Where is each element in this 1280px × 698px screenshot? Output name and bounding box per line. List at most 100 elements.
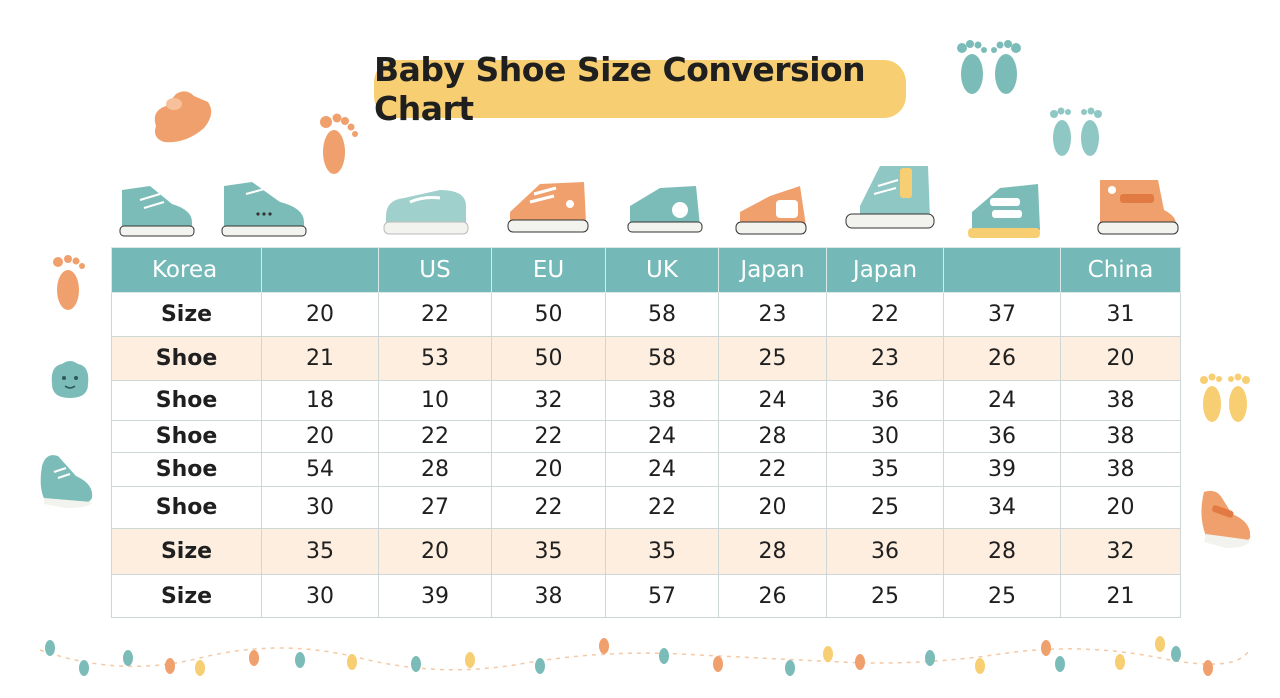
orange-sneaker-icon (507, 182, 589, 233)
teal-sneaker-icon (119, 186, 195, 237)
teal-velcro-shoe-icon (968, 184, 1040, 238)
table-cell: 20 (491, 452, 606, 487)
table-cell: 26 (943, 336, 1061, 381)
teal-footprint-icon (957, 40, 1021, 94)
orange-footprint-icon (320, 113, 358, 174)
table-cell: 32 (1060, 528, 1181, 575)
footprint-trail (39, 636, 1251, 676)
orange-footprint-icon (53, 255, 85, 310)
table-cell: 10 (378, 380, 492, 421)
teal-hightop-icon (845, 166, 935, 229)
column-header: Japan (718, 247, 827, 293)
yellow-footprint-icon (1200, 373, 1250, 422)
table-cell: 50 (491, 292, 606, 337)
row-label: Shoe (111, 380, 262, 421)
table-cell: 58 (605, 336, 719, 381)
table-row: Size 20 22 50 58 23 22 37 31 (111, 292, 1181, 337)
table-cell: 25 (718, 336, 827, 381)
table-cell: 35 (826, 452, 944, 487)
orange-bootie-icon (154, 91, 212, 143)
table-cell: 37 (943, 292, 1061, 337)
table-cell: 54 (261, 452, 379, 487)
table-cell: 22 (378, 292, 492, 337)
table-cell: 20 (261, 292, 379, 337)
table-cell: 27 (378, 486, 492, 529)
column-header (261, 247, 379, 293)
table-row: Shoe 21 53 50 58 25 23 26 20 (111, 336, 1181, 381)
table-cell: 38 (1060, 420, 1181, 453)
shoe-illustrations (119, 166, 1179, 238)
table-cell: 22 (491, 420, 606, 453)
table-cell: 21 (261, 336, 379, 381)
column-header: Japan (826, 247, 944, 293)
table-cell: 25 (826, 574, 944, 618)
table-cell: 21 (1060, 574, 1181, 618)
table-cell: 24 (943, 380, 1061, 421)
table-cell: 38 (1060, 380, 1181, 421)
table-cell: 35 (491, 528, 606, 575)
table-cell: 30 (826, 420, 944, 453)
column-header (943, 247, 1061, 293)
table-cell: 20 (1060, 486, 1181, 529)
table-cell: 22 (826, 292, 944, 337)
table-cell: 58 (605, 292, 719, 337)
table-cell: 38 (491, 574, 606, 618)
table-cell: 24 (605, 452, 719, 487)
column-header: China (1060, 247, 1181, 293)
table-cell: 23 (826, 336, 944, 381)
table-cell: 23 (718, 292, 827, 337)
table-row: Shoe 54 28 20 24 22 35 39 38 (111, 452, 1181, 487)
column-header: EU (491, 247, 606, 293)
table-cell: 25 (826, 486, 944, 529)
row-label: Shoe (111, 452, 262, 487)
row-label: Shoe (111, 486, 262, 529)
table-cell: 22 (605, 486, 719, 529)
table-cell: 30 (261, 486, 379, 529)
table-cell: 25 (943, 574, 1061, 618)
table-cell: 26 (718, 574, 827, 618)
table-cell: 53 (378, 336, 492, 381)
table-cell: 36 (943, 420, 1061, 453)
table-row: Size 35 20 35 35 28 36 28 32 (111, 528, 1181, 575)
table-cell: 20 (1060, 336, 1181, 381)
table-cell: 32 (491, 380, 606, 421)
teal-sneaker-icon (40, 455, 93, 508)
table-cell: 28 (718, 528, 827, 575)
teal-slipon-icon (383, 190, 469, 235)
table-cell: 28 (943, 528, 1061, 575)
page-title: Baby Shoe Size Conversion Chart (374, 50, 906, 128)
row-label: Shoe (111, 336, 262, 381)
table-cell: 35 (261, 528, 379, 575)
table-cell: 36 (826, 528, 944, 575)
table-cell: 22 (491, 486, 606, 529)
table-cell: 35 (605, 528, 719, 575)
table-cell: 36 (826, 380, 944, 421)
table-cell: 50 (491, 336, 606, 381)
table-cell: 20 (378, 528, 492, 575)
table-cell: 57 (605, 574, 719, 618)
size-conversion-table: Korea US EU UK Japan Japan China Size 20 2… (111, 247, 1181, 618)
table-header-row: Korea US EU UK Japan Japan China (111, 247, 1181, 293)
table-cell: 38 (605, 380, 719, 421)
table-cell: 39 (943, 452, 1061, 487)
table-cell: 24 (605, 420, 719, 453)
teal-sandal-icon (627, 186, 703, 233)
row-label: Size (111, 292, 262, 337)
teal-footprint-icon (1050, 107, 1102, 156)
table-cell: 20 (718, 486, 827, 529)
table-cell: 24 (718, 380, 827, 421)
row-label: Shoe (111, 420, 262, 453)
row-label: Size (111, 574, 262, 618)
teal-sneaker-icon (221, 182, 307, 237)
orange-velcro-shoe-icon (1201, 490, 1251, 548)
table-cell: 18 (261, 380, 379, 421)
orange-sandal-icon (735, 186, 807, 235)
row-label: Size (111, 528, 262, 575)
column-header: Korea (111, 247, 262, 293)
table-cell: 28 (718, 420, 827, 453)
orange-velcro-shoe-icon (1097, 180, 1179, 235)
table-row: Shoe 30 27 22 22 20 25 34 20 (111, 486, 1181, 529)
column-header: US (378, 247, 492, 293)
teal-bootie-icon (51, 361, 89, 398)
table-cell: 34 (943, 486, 1061, 529)
